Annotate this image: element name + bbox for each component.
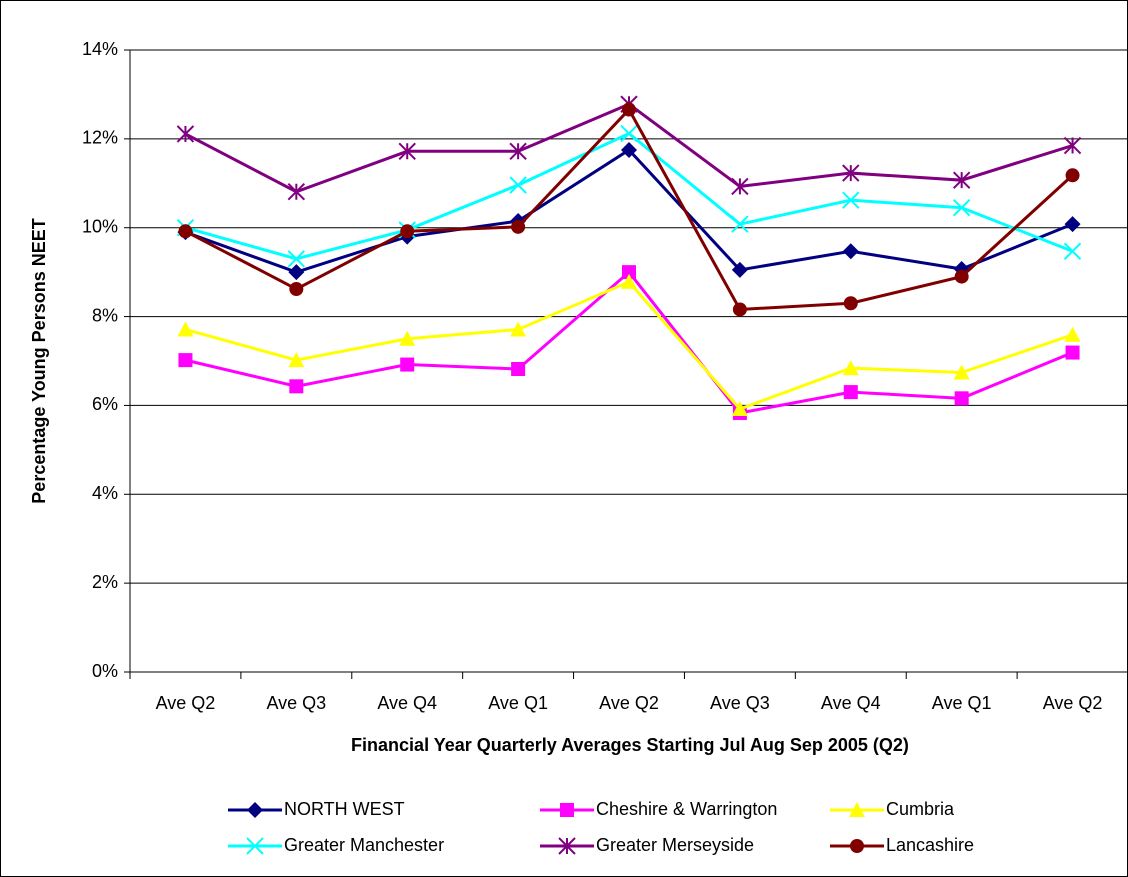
x-tick-label: Ave Q4 [377,693,437,713]
marker [843,385,858,400]
legend-marker [247,802,263,818]
legend-item: Cheshire & Warrington [540,799,777,819]
y-tick-label: 2% [92,572,118,592]
marker [176,125,195,143]
x-axis-title: Financial Year Quarterly Averages Starti… [351,735,909,755]
marker [399,330,416,346]
marker [511,361,526,376]
marker [952,171,971,189]
marker [621,141,637,158]
marker [178,353,193,368]
x-tick-label: Ave Q1 [488,693,548,713]
series [177,273,1081,416]
marker [289,379,304,394]
y-tick-label: 0% [92,661,118,681]
marker [731,261,748,278]
marker [953,364,970,380]
marker [732,302,747,317]
y-tick-label: 8% [92,305,118,325]
y-tick-label: 10% [82,216,118,236]
marker [287,183,306,201]
marker [289,282,304,297]
x-tick-label: Ave Q2 [1043,693,1103,713]
marker [178,224,193,239]
marker [842,243,859,260]
legend-label: Cheshire & Warrington [596,799,777,819]
x-tick-label: Ave Q3 [710,693,770,713]
x-tick-label: Ave Q2 [156,693,216,713]
marker [288,264,305,281]
x-tick-label: Ave Q1 [932,693,992,713]
marker [1065,168,1080,183]
marker [842,164,860,182]
marker [509,176,527,194]
marker [843,296,858,311]
series [178,102,1080,317]
legend-label: NORTH WEST [284,799,405,819]
marker [510,321,527,337]
marker [400,357,415,372]
marker [398,142,416,161]
legend-label: Cumbria [886,799,955,819]
marker [621,273,637,289]
legend-item: Greater Manchester [228,835,444,855]
legend-item: Cumbria [830,799,955,819]
marker [842,360,859,376]
marker [954,391,969,406]
marker [287,250,306,268]
marker [509,142,527,161]
marker [731,400,748,416]
marker [1064,216,1081,233]
legend-marker [850,839,864,853]
series [177,141,1081,281]
y-tick-label: 4% [92,483,118,503]
legend-marker [558,837,576,855]
marker [731,177,749,196]
marker [177,321,194,337]
y-tick-label: 12% [82,128,118,148]
marker [622,265,636,280]
marker [1064,326,1081,342]
legend-label: Lancashire [886,835,974,855]
legend-item: NORTH WEST [228,799,405,819]
legend-item: Lancashire [830,835,974,855]
marker [400,224,415,239]
x-tick-label: Ave Q4 [821,693,881,713]
marker [288,352,305,368]
legend-marker [849,802,865,817]
marker [954,269,969,284]
series [178,265,1080,420]
marker [952,199,971,217]
legend-label: Greater Manchester [284,835,444,855]
x-tick-label: Ave Q3 [266,693,326,713]
marker [1063,136,1082,155]
legend-marker [246,837,264,855]
marker [731,215,749,233]
legend-item: Greater Merseyside [540,835,754,855]
marker [511,219,526,234]
marker [620,124,638,143]
marker [622,102,636,117]
series [176,124,1082,268]
legend-marker [560,803,574,817]
marker [842,191,860,209]
y-axis-title: Percentage Young Persons NEET [29,218,49,503]
marker [1063,242,1082,260]
y-tick-label: 14% [82,39,118,59]
legend-label: Greater Merseyside [596,835,754,855]
x-tick-label: Ave Q2 [599,693,659,713]
y-tick-label: 6% [92,394,118,414]
marker [1065,345,1080,360]
